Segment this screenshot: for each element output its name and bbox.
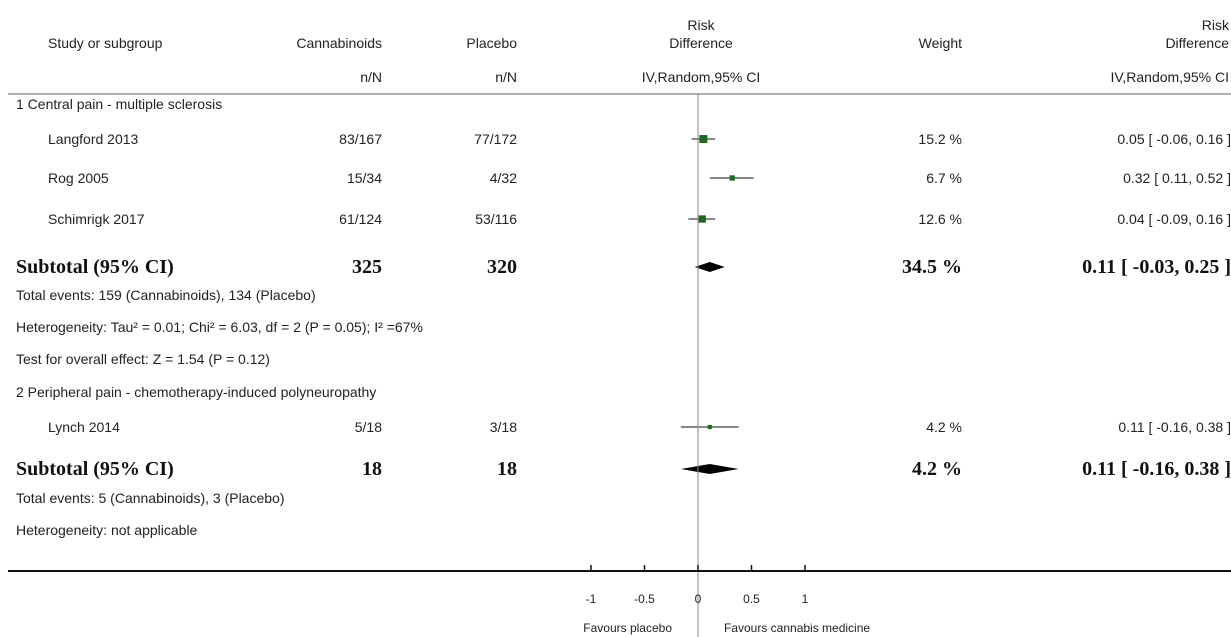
subgroup-title: 2 Peripheral pain - chemotherapy-induced… bbox=[16, 384, 376, 400]
study-ci-text: 0.04 [ -0.09, 0.16 ] bbox=[1117, 211, 1231, 227]
study-weight: 4.2 % bbox=[926, 419, 962, 435]
study-point-marker bbox=[707, 424, 712, 430]
study-ci-text: 0.11 [ -0.16, 0.38 ] bbox=[1118, 419, 1231, 435]
subtotal-weight: 4.2 % bbox=[912, 458, 962, 480]
header-effect-top-right: Risk bbox=[1202, 17, 1230, 33]
study-point-marker bbox=[698, 215, 706, 223]
subgroup-title: 1 Central pain - multiple sclerosis bbox=[16, 96, 222, 112]
subtotal-diamond bbox=[680, 464, 739, 474]
x-axis-tick-label: 1 bbox=[802, 592, 809, 606]
x-axis-tick-label: 0 bbox=[695, 592, 702, 606]
subtotal-diamond bbox=[694, 262, 725, 272]
subtotal-weight: 34.5 % bbox=[902, 256, 962, 278]
study-weight: 6.7 % bbox=[926, 170, 962, 186]
header-effect-top: Risk bbox=[687, 17, 715, 33]
header-weight: Weight bbox=[919, 35, 962, 51]
study-point-marker bbox=[699, 135, 708, 143]
subgroup-note: Total events: 5 (Cannabinoids), 3 (Place… bbox=[16, 490, 284, 506]
study-name: Lynch 2014 bbox=[48, 419, 120, 435]
header-method: IV,Random,95% CI bbox=[642, 69, 761, 85]
subtotal-control-total: 320 bbox=[487, 256, 517, 278]
study-treatment-events: 61/124 bbox=[339, 211, 382, 227]
subtotal-treatment-total: 325 bbox=[352, 256, 382, 278]
study-name: Schimrigk 2017 bbox=[48, 211, 145, 227]
subgroup-note: Test for overall effect: Z = 1.54 (P = 0… bbox=[16, 351, 270, 367]
subtotal-label: Subtotal (95% CI) bbox=[16, 256, 174, 278]
subgroup-note: Heterogeneity: not applicable bbox=[16, 522, 198, 538]
subtotal-label: Subtotal (95% CI) bbox=[16, 458, 174, 480]
subtotal-control-total: 18 bbox=[497, 458, 517, 480]
header-study: Study or subgroup bbox=[48, 35, 163, 51]
study-control-events: 77/172 bbox=[474, 131, 517, 147]
subgroup-note: Total events: 159 (Cannabinoids), 134 (P… bbox=[16, 287, 316, 303]
subgroup-note: Heterogeneity: Tau² = 0.01; Chi² = 6.03,… bbox=[16, 319, 423, 335]
header-control-nN: n/N bbox=[495, 69, 517, 85]
study-treatment-events: 5/18 bbox=[355, 419, 382, 435]
study-control-events: 53/116 bbox=[475, 211, 517, 227]
study-ci-text: 0.32 [ 0.11, 0.52 ] bbox=[1123, 170, 1231, 186]
favours-left-label: Favours placebo bbox=[583, 621, 672, 635]
study-treatment-events: 15/34 bbox=[347, 170, 382, 186]
header-effect-bottom-right: Difference bbox=[1165, 35, 1229, 51]
study-name: Langford 2013 bbox=[48, 131, 139, 147]
header-treatment: Cannabinoids bbox=[296, 35, 382, 51]
subtotal-treatment-total: 18 bbox=[362, 458, 382, 480]
study-weight: 12.6 % bbox=[918, 211, 962, 227]
study-treatment-events: 83/167 bbox=[339, 131, 382, 147]
study-control-events: 3/18 bbox=[490, 419, 517, 435]
header-control: Placebo bbox=[466, 35, 517, 51]
study-weight: 15.2 % bbox=[918, 131, 962, 147]
header-effect-bottom: Difference bbox=[669, 35, 733, 51]
subtotal-ci-text: 0.11 [ -0.03, 0.25 ] bbox=[1082, 256, 1231, 278]
study-control-events: 4/32 bbox=[490, 170, 517, 186]
favours-right-label: Favours cannabis medicine bbox=[724, 621, 870, 635]
study-name: Rog 2005 bbox=[48, 170, 109, 186]
header-treatment-nN: n/N bbox=[360, 69, 382, 85]
study-ci-text: 0.05 [ -0.06, 0.16 ] bbox=[1117, 131, 1231, 147]
study-point-marker bbox=[729, 175, 735, 181]
x-axis-tick-label: 0.5 bbox=[743, 592, 760, 606]
header-method-right: IV,Random,95% CI bbox=[1110, 69, 1229, 85]
subtotal-ci-text: 0.11 [ -0.16, 0.38 ] bbox=[1082, 458, 1231, 480]
x-axis-tick-label: -0.5 bbox=[634, 592, 655, 606]
x-axis-tick-label: -1 bbox=[586, 592, 597, 606]
